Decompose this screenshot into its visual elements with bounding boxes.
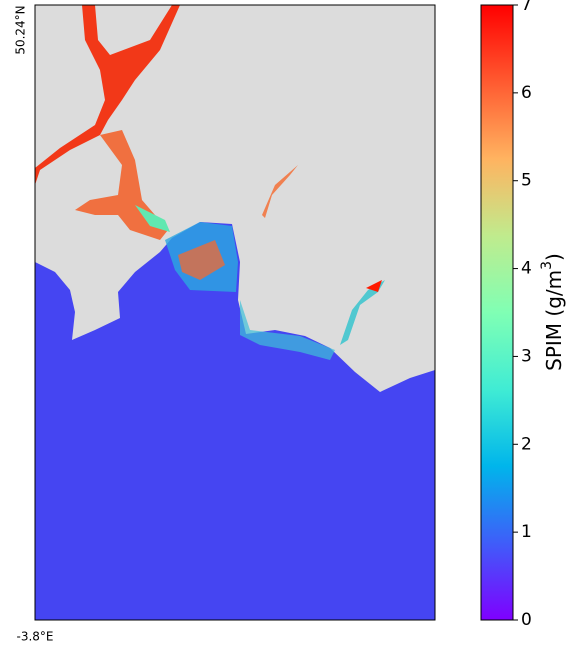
coastal-plume bbox=[240, 300, 335, 360]
colorbar-tick-label: 4 bbox=[521, 259, 532, 279]
colorbar-tick-label: 2 bbox=[521, 434, 532, 454]
estuary-mix bbox=[135, 205, 170, 232]
creek bbox=[262, 165, 298, 218]
river bbox=[35, 5, 180, 185]
colorbar-label: SPIM (g/m3) bbox=[539, 253, 566, 371]
east-creek bbox=[340, 280, 385, 345]
sediment-plume bbox=[178, 240, 225, 280]
colorbar-tick-label: 6 bbox=[521, 83, 532, 103]
map: 50.24°N -3.8°E bbox=[14, 4, 436, 644]
colorbar-tick-label: 7 bbox=[521, 0, 532, 15]
lat-label: 50.24°N bbox=[14, 5, 28, 54]
east-creek-head bbox=[366, 280, 382, 292]
colorbar-gradient bbox=[480, 4, 514, 621]
colorbar-tick-label: 1 bbox=[521, 522, 532, 542]
lon-label: -3.8°E bbox=[17, 630, 54, 644]
colorbar-tick-label: 5 bbox=[521, 171, 532, 191]
label-text: SPIM (g/m bbox=[542, 270, 566, 371]
sea bbox=[35, 222, 435, 620]
colorbar-tick-label: 3 bbox=[521, 346, 532, 366]
map-frame bbox=[34, 4, 436, 621]
colorbar-tick-label: 0 bbox=[521, 610, 532, 630]
label-sup: 3 bbox=[539, 261, 555, 270]
label-end: ) bbox=[542, 253, 566, 261]
